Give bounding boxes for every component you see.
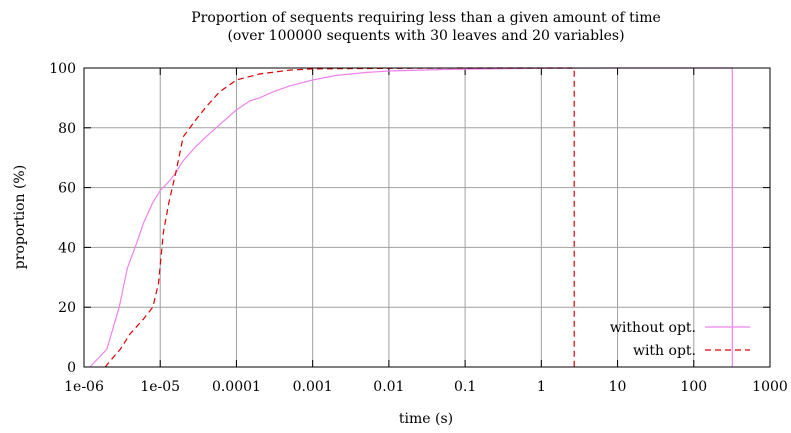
x-axis-label: time (s) — [399, 411, 453, 427]
series-line-with-opt — [104, 67, 575, 368]
x-tick-label: 10 — [609, 379, 627, 395]
y-tick-label: 20 — [58, 300, 76, 316]
grid-lines — [84, 68, 770, 367]
axis-ticks: 1e-06 1e-05 0.0001 0.001 0.01 0.1 1 10 100 1000 0 2… — [49, 61, 788, 395]
x-tick-label: 0.1 — [454, 379, 476, 395]
y-axis-label: proportion (%) — [12, 165, 28, 269]
plot-frame — [83, 67, 771, 368]
legend: without opt. with opt. — [610, 320, 750, 359]
x-tick-label: 1000 — [752, 379, 788, 395]
y-tick-label: 40 — [58, 240, 76, 256]
x-tick-label: 1e-05 — [140, 379, 180, 395]
x-tick-label: 0.0001 — [212, 379, 261, 395]
x-tick-label: 100 — [680, 379, 707, 395]
series-line-without-opt — [89, 67, 733, 368]
y-tick-label: 0 — [67, 360, 76, 376]
y-tick-label: 60 — [58, 181, 76, 197]
legend-label: with opt. — [633, 343, 696, 359]
chart-subtitle: (over 100000 sequents with 30 leaves and… — [227, 28, 624, 44]
x-tick-label: 1e-06 — [64, 379, 104, 395]
y-tick-label: 80 — [58, 121, 76, 137]
x-tick-label: 0.001 — [293, 379, 333, 395]
chart-title: Proportion of sequents requiring less th… — [191, 10, 661, 26]
series-lines — [89, 67, 733, 368]
legend-label: without opt. — [610, 320, 696, 336]
y-tick-label: 100 — [49, 61, 76, 77]
x-tick-label: 0.01 — [373, 379, 404, 395]
x-tick-label: 1 — [537, 379, 546, 395]
